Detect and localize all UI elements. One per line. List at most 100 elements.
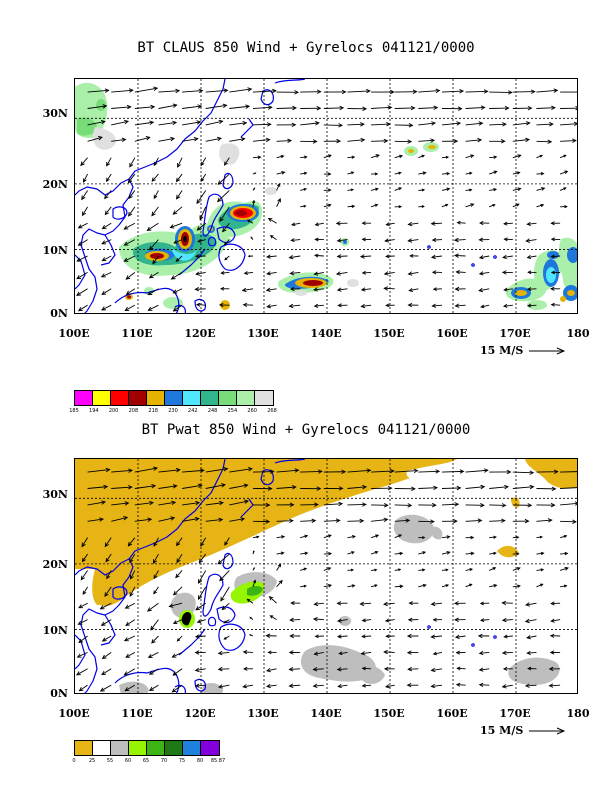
wind-vector bbox=[217, 666, 230, 672]
wind-vector bbox=[205, 517, 224, 523]
wind-vector bbox=[80, 157, 88, 167]
wind-vector bbox=[78, 602, 88, 609]
wind-vector bbox=[153, 553, 159, 564]
wind-vector bbox=[512, 154, 522, 159]
wind-vector bbox=[371, 468, 395, 474]
wind-vector bbox=[288, 667, 301, 672]
wind-vector bbox=[205, 500, 224, 506]
p2-xlabel-160e: 160E bbox=[436, 707, 468, 720]
wind-vector bbox=[269, 235, 277, 240]
wind-vector bbox=[454, 634, 466, 640]
wind-vector bbox=[266, 304, 277, 309]
colorbar-swatch bbox=[237, 391, 255, 405]
wind-vector bbox=[323, 172, 332, 176]
wind-vector bbox=[371, 517, 389, 522]
wind-vector bbox=[80, 570, 88, 581]
wind-vector bbox=[489, 469, 512, 475]
wind-vector bbox=[129, 157, 136, 168]
wind-vector bbox=[99, 684, 112, 692]
wind-vector bbox=[441, 121, 462, 126]
wind-vector bbox=[501, 617, 513, 623]
wind-vector bbox=[288, 650, 301, 655]
wind-vector bbox=[100, 619, 112, 626]
wind-vector bbox=[536, 172, 545, 176]
wind-vector bbox=[512, 584, 521, 588]
wind-vector bbox=[76, 288, 88, 296]
wind-vector bbox=[249, 634, 254, 637]
wind-vector bbox=[536, 583, 544, 588]
wind-vector bbox=[123, 239, 136, 246]
colorbar-swatch bbox=[201, 741, 219, 755]
wind-vector bbox=[560, 205, 568, 209]
wind-vector bbox=[300, 551, 309, 556]
wind-vector bbox=[276, 182, 281, 191]
wind-vector bbox=[77, 304, 88, 312]
wind-vector bbox=[527, 666, 537, 671]
wind-vector bbox=[220, 586, 230, 602]
p2-colorbar bbox=[74, 740, 220, 756]
wind-vector bbox=[549, 633, 561, 638]
p1-xlabel-110e: 110E bbox=[121, 327, 153, 340]
wind-vector bbox=[430, 667, 443, 673]
wind-vector bbox=[194, 650, 206, 655]
wind-vector bbox=[276, 154, 285, 159]
wind-vector bbox=[123, 255, 136, 262]
wind-vector bbox=[300, 502, 319, 507]
wind-vector bbox=[229, 483, 249, 489]
wind-vector bbox=[361, 237, 372, 242]
wind-vector bbox=[312, 683, 324, 689]
wind-vector bbox=[383, 286, 395, 291]
wind-vector bbox=[418, 536, 426, 540]
wind-vector bbox=[441, 89, 465, 94]
wind-vector bbox=[148, 668, 159, 675]
wind-vector bbox=[489, 204, 496, 208]
wind-vector bbox=[503, 221, 513, 226]
wind-vector bbox=[441, 584, 450, 588]
colorbar-label: 194 bbox=[89, 408, 99, 414]
wind-vector bbox=[465, 105, 486, 110]
wind-vector bbox=[172, 304, 183, 312]
p2-xlabel-120e: 120E bbox=[184, 707, 216, 720]
colorbar-swatch bbox=[165, 391, 183, 405]
wind-vector bbox=[465, 171, 473, 175]
wind-vector bbox=[394, 503, 413, 508]
wind-vector bbox=[512, 484, 535, 490]
wind-vector bbox=[478, 682, 490, 687]
wind-vector bbox=[267, 650, 277, 655]
wind-vector bbox=[242, 302, 253, 307]
wind-vector bbox=[276, 563, 282, 571]
wind-vector bbox=[265, 287, 277, 292]
wind-vector bbox=[252, 187, 256, 191]
wind-vector bbox=[300, 106, 322, 111]
wind-vector bbox=[385, 222, 395, 227]
wind-vector bbox=[87, 517, 104, 522]
p2-xlabel-170e: 170E bbox=[499, 707, 531, 720]
p1-xlabel-130e: 130E bbox=[247, 327, 279, 340]
wind-vector bbox=[430, 601, 443, 607]
wind-vector bbox=[130, 570, 136, 580]
wind-vector bbox=[128, 190, 136, 200]
wind-vector bbox=[560, 519, 577, 524]
wind-vector bbox=[430, 254, 443, 260]
wind-vector bbox=[291, 222, 301, 227]
wind-vector bbox=[418, 502, 437, 508]
wind-vector bbox=[394, 205, 403, 209]
wind-vector bbox=[441, 155, 450, 159]
wind-vector bbox=[406, 650, 419, 655]
wind-vector bbox=[125, 272, 136, 280]
wind-vector bbox=[408, 287, 419, 293]
wind-vector bbox=[479, 601, 490, 606]
wind-vector bbox=[456, 220, 466, 225]
wind-vector bbox=[441, 203, 449, 208]
colorbar-label: 254 bbox=[227, 408, 238, 414]
wind-vector bbox=[548, 666, 561, 672]
p2-vector-reference-label: 15 M/S bbox=[480, 724, 524, 737]
colorbar-swatch bbox=[75, 741, 93, 755]
wind-vector bbox=[290, 601, 301, 606]
wind-vector bbox=[134, 86, 159, 93]
wind-vector bbox=[172, 668, 183, 676]
wind-vector bbox=[407, 271, 419, 276]
wind-vector bbox=[347, 204, 356, 208]
wind-vector bbox=[150, 619, 159, 631]
wind-vector bbox=[182, 137, 199, 142]
